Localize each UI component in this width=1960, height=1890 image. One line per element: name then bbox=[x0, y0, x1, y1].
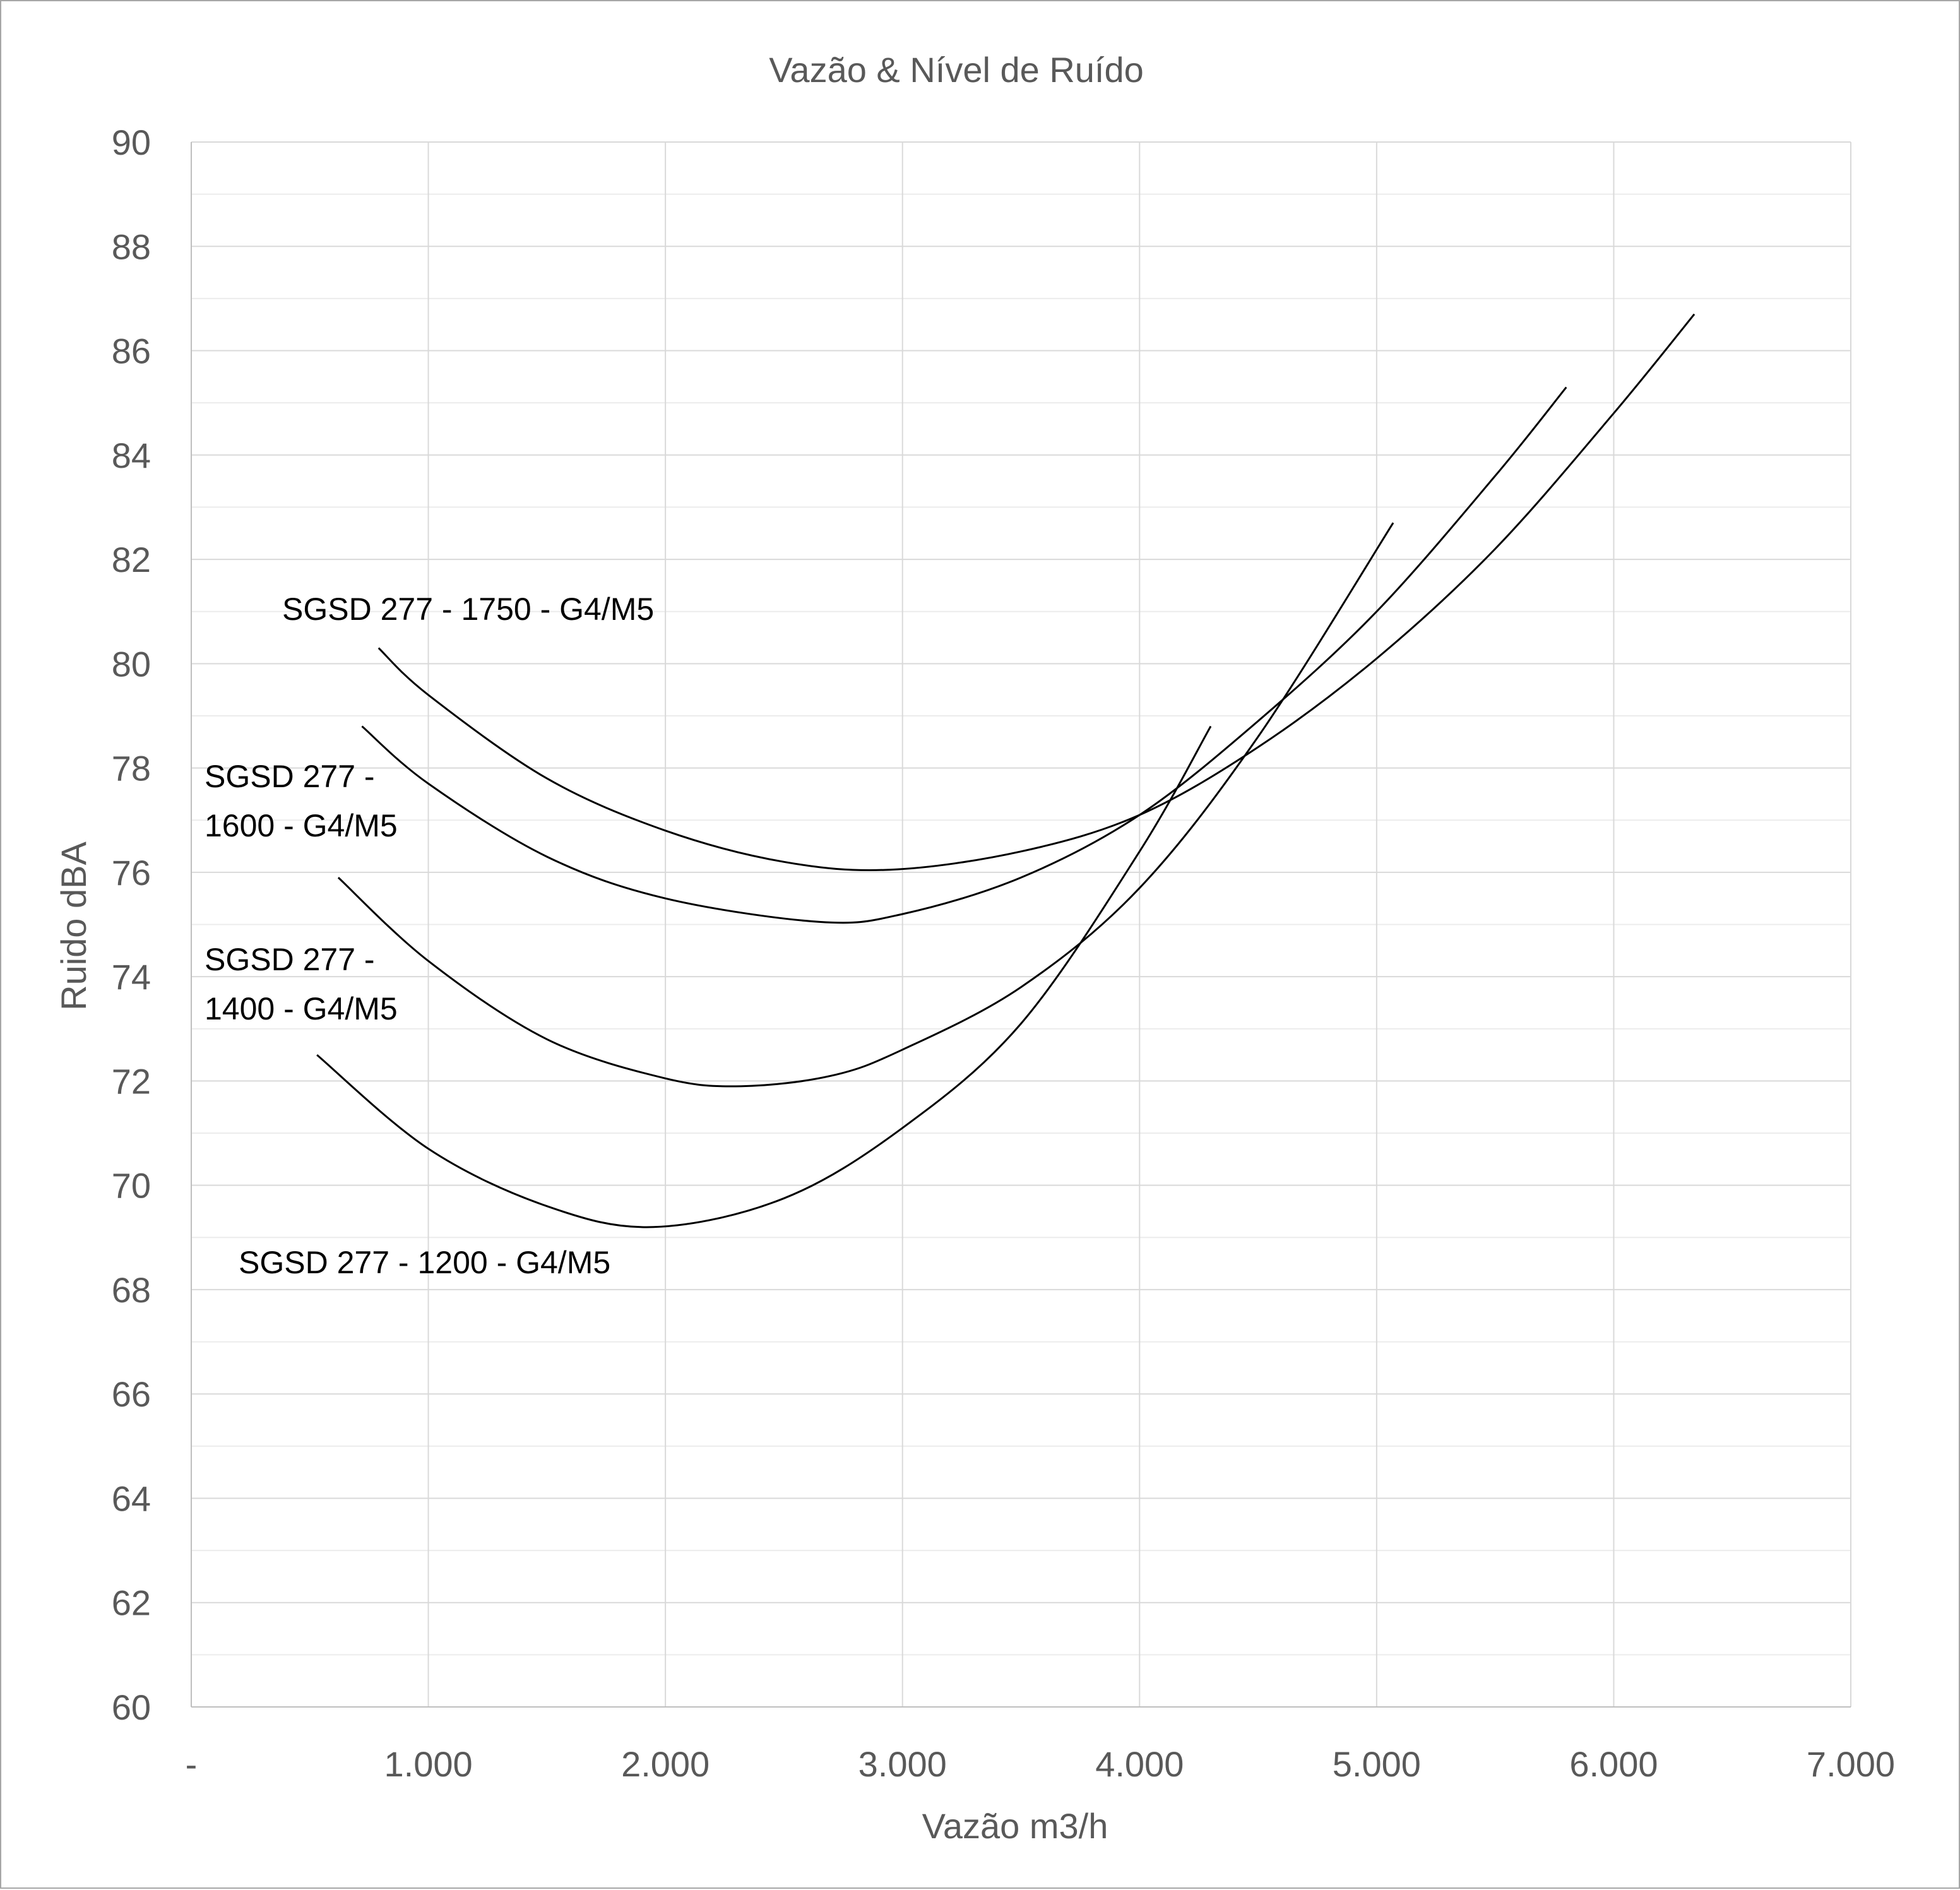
y-tick-label: 90 bbox=[112, 122, 151, 162]
series-layer bbox=[316, 313, 1696, 1228]
series-label: SGSD 277 - 1200 - G4/M5 bbox=[239, 1245, 610, 1280]
y-tick-label: 84 bbox=[112, 436, 151, 475]
x-tick-label: 6.000 bbox=[1569, 1744, 1658, 1784]
chart-title: Vazão & Nível de Ruído bbox=[769, 50, 1144, 90]
y-tick-label: 72 bbox=[112, 1061, 151, 1101]
axis-layer bbox=[191, 142, 1851, 1708]
x-tick-label: 2.000 bbox=[621, 1744, 710, 1784]
series-label-line: SGSD 277 - bbox=[205, 942, 375, 977]
series-line bbox=[361, 386, 1567, 924]
series-label-line: SGSD 277 - 1200 - G4/M5 bbox=[239, 1245, 610, 1280]
series-label: SGSD 277 - 1400 - G4/M5 bbox=[205, 942, 398, 1026]
x-tick-label: 5.000 bbox=[1333, 1744, 1421, 1784]
y-tick-label: 62 bbox=[112, 1583, 151, 1623]
tick-layer: 60 62 64 66 68 70 72 74 76 78 80 82 84 86 88 90 - 1.000 2.… bbox=[112, 122, 1895, 1784]
y-tick-label: 86 bbox=[112, 331, 151, 371]
x-tick-label: 3.000 bbox=[858, 1744, 947, 1784]
grid-layer bbox=[191, 141, 1851, 1707]
x-axis-title: Vazão m3/h bbox=[922, 1806, 1108, 1846]
y-tick-label: 88 bbox=[112, 227, 151, 266]
y-axis-title: Ruido dBA bbox=[54, 841, 93, 1010]
y-tick-label: 60 bbox=[112, 1687, 151, 1727]
y-tick-label: 64 bbox=[112, 1478, 151, 1518]
x-tick-label: 7.000 bbox=[1807, 1744, 1895, 1784]
y-tick-label: 66 bbox=[112, 1374, 151, 1414]
y-tick-label: 68 bbox=[112, 1270, 151, 1310]
y-tick-label: 70 bbox=[112, 1166, 151, 1206]
series-line bbox=[337, 522, 1394, 1088]
series-label-line: SGSD 277 - 1750 - G4/M5 bbox=[282, 591, 654, 627]
y-tick-label: 76 bbox=[112, 853, 151, 893]
y-tick-label: 74 bbox=[112, 957, 151, 997]
series-label: SGSD 277 - 1600 - G4/M5 bbox=[205, 759, 398, 843]
x-tick-label: 4.000 bbox=[1095, 1744, 1184, 1784]
series-label-line: SGSD 277 - bbox=[205, 759, 375, 794]
series-label: SGSD 277 - 1750 - G4/M5 bbox=[282, 591, 654, 627]
series-label-line: 1600 - G4/M5 bbox=[205, 808, 398, 843]
y-tick-label: 82 bbox=[112, 540, 151, 579]
x-tick-label: - bbox=[186, 1744, 198, 1784]
series-line bbox=[377, 313, 1696, 871]
series-label-line: 1400 - G4/M5 bbox=[205, 991, 398, 1026]
x-tick-label: 1.000 bbox=[384, 1744, 473, 1784]
label-layer: SGSD 277 - 1750 - G4/M5 SGSD 277 - 1600 - … bbox=[205, 591, 654, 1280]
series-line bbox=[316, 725, 1212, 1228]
y-tick-label: 78 bbox=[112, 749, 151, 788]
y-tick-label: 80 bbox=[112, 644, 151, 684]
